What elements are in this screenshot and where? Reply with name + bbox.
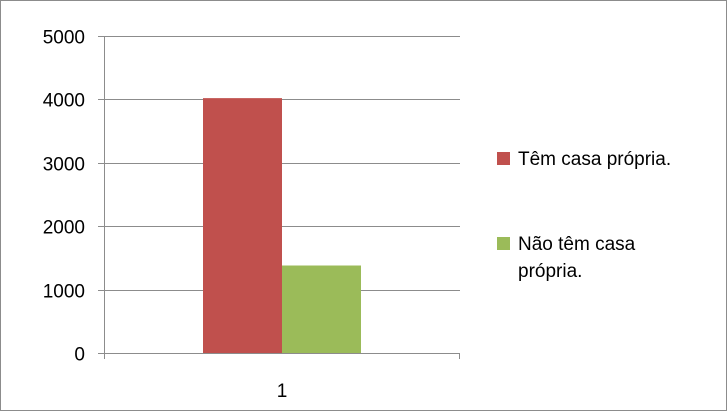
bars [203,98,361,354]
bar-series-1 [203,98,282,354]
legend: Têm casa própria. Não têm casa própria. [497,149,671,282]
legend-label-1: Têm casa própria. [518,149,671,170]
y-tick-label: 0 [74,345,85,366]
bar-series-2 [282,265,361,353]
x-tick-label: 1 [277,381,288,402]
axes: 0 1000 2000 3000 4000 5000 1 [43,28,460,402]
legend-swatch-1 [497,152,510,165]
y-tick-label: 5000 [43,28,85,49]
y-tick-label: 4000 [43,91,85,112]
y-tick-label: 2000 [43,218,85,239]
legend-swatch-2 [497,237,510,250]
y-tick-label: 3000 [43,155,85,176]
legend-label-2: própria. [518,261,582,282]
y-tick-label: 1000 [43,282,85,303]
legend-label-2: Não têm casa [518,234,636,255]
